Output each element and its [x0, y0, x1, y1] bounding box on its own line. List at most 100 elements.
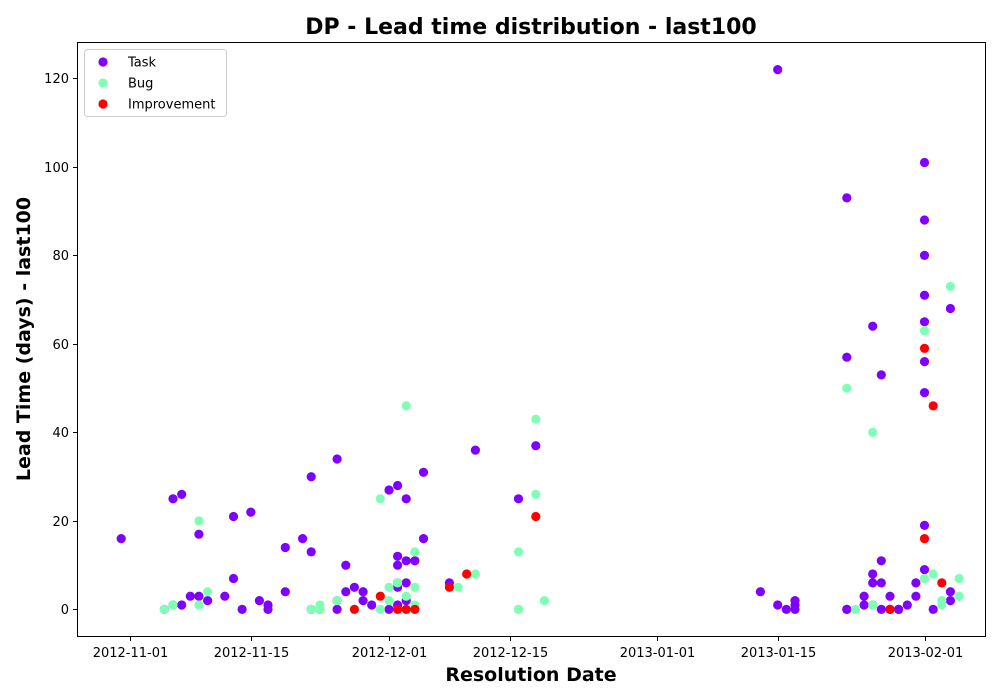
point-task-85	[919, 317, 930, 327]
x-tick-label-6: 2013-02-01	[888, 646, 964, 661]
legend-box	[84, 49, 227, 117]
point-task-70	[876, 370, 886, 380]
point-task-80	[911, 578, 921, 588]
y-tick-label-3: 60	[52, 338, 69, 353]
point-task-74	[885, 591, 895, 601]
point-task-63	[842, 352, 852, 362]
point-task-9	[203, 596, 213, 606]
point-bug-35	[937, 600, 947, 610]
point-task-38	[393, 560, 403, 570]
point-bug-24	[531, 414, 541, 424]
point-task-46	[410, 556, 420, 566]
point-task-48	[418, 534, 429, 544]
point-improvement-9	[919, 343, 930, 353]
point-task-83	[919, 250, 930, 260]
point-task-88	[919, 520, 930, 531]
point-task-44	[401, 578, 411, 588]
point-task-65	[859, 600, 869, 610]
point-bug-12	[384, 596, 394, 606]
point-bug-1	[168, 600, 178, 610]
point-task-92	[945, 587, 956, 597]
point-task-73	[876, 604, 886, 615]
point-task-53	[755, 587, 766, 597]
legend-label-bug: Bug	[128, 77, 153, 92]
point-task-90	[928, 604, 938, 615]
point-task-64	[859, 591, 869, 601]
point-bug-20	[470, 569, 480, 579]
point-task-52	[531, 441, 541, 451]
point-bug-32	[919, 573, 930, 584]
point-bug-37	[954, 573, 964, 584]
point-task-62	[842, 193, 852, 203]
point-task-66	[868, 321, 878, 331]
point-task-71	[876, 556, 886, 566]
point-improvement-2	[393, 604, 403, 615]
point-task-12	[228, 511, 239, 522]
legend-marker-task	[98, 57, 108, 67]
point-improvement-10	[919, 534, 930, 544]
point-task-32	[358, 596, 368, 606]
point-task-81	[919, 157, 930, 168]
point-bug-28	[850, 604, 861, 615]
point-bug-36	[945, 281, 956, 291]
point-bug-29	[868, 427, 878, 437]
point-bug-13	[393, 578, 403, 588]
point-bug-39	[954, 591, 964, 601]
point-improvement-8	[885, 604, 895, 615]
point-task-72	[876, 578, 886, 588]
point-bug-0	[159, 604, 169, 615]
point-bug-11	[384, 582, 394, 592]
point-task-34	[384, 485, 394, 495]
point-task-61	[842, 604, 852, 615]
point-task-54	[773, 65, 783, 75]
point-task-68	[868, 578, 878, 588]
point-bug-19	[453, 582, 463, 592]
x-tick-label-2: 2012-12-01	[352, 646, 428, 661]
point-bug-21	[513, 547, 524, 557]
point-task-18	[280, 542, 290, 553]
legend-label-task: Task	[127, 56, 157, 71]
point-bug-27	[842, 383, 852, 393]
point-task-21	[306, 472, 316, 482]
point-task-37	[393, 551, 403, 561]
point-bug-33	[928, 569, 938, 579]
point-task-19	[280, 587, 290, 597]
point-task-93	[945, 596, 956, 606]
point-bug-17	[410, 582, 420, 592]
point-improvement-0	[349, 604, 359, 615]
point-task-36	[393, 480, 403, 491]
point-task-47	[418, 467, 429, 477]
point-task-82	[919, 215, 930, 225]
point-bug-25	[531, 489, 541, 499]
point-task-4	[177, 489, 187, 499]
point-task-3	[168, 494, 178, 504]
point-bug-14	[401, 401, 411, 411]
point-bug-5	[306, 604, 316, 615]
point-improvement-1	[375, 591, 385, 601]
point-bug-9	[375, 494, 385, 504]
point-task-26	[332, 604, 342, 615]
point-task-42	[401, 494, 411, 504]
point-task-78	[902, 600, 912, 610]
x-tick-label-4: 2013-01-01	[620, 646, 696, 661]
point-task-13	[237, 604, 247, 615]
point-task-33	[367, 600, 377, 610]
point-improvement-5	[444, 582, 454, 592]
point-bug-23	[513, 604, 524, 615]
point-bug-4	[203, 587, 213, 597]
point-task-87	[919, 388, 930, 398]
point-task-35	[384, 604, 394, 615]
point-improvement-7	[531, 511, 541, 522]
y-tick-label-0: 0	[61, 603, 69, 618]
point-task-43	[401, 556, 411, 566]
x-axis-label: Resolution Date	[445, 664, 616, 686]
point-task-50	[470, 445, 480, 455]
point-task-31	[358, 587, 368, 597]
point-task-55	[773, 600, 783, 610]
y-axis-ticks: 0 20 40 60 80 100 120	[44, 72, 78, 618]
point-improvement-12	[937, 578, 947, 588]
point-task-67	[868, 569, 878, 579]
point-task-59	[790, 604, 800, 615]
y-tick-label-2: 40	[52, 426, 69, 441]
